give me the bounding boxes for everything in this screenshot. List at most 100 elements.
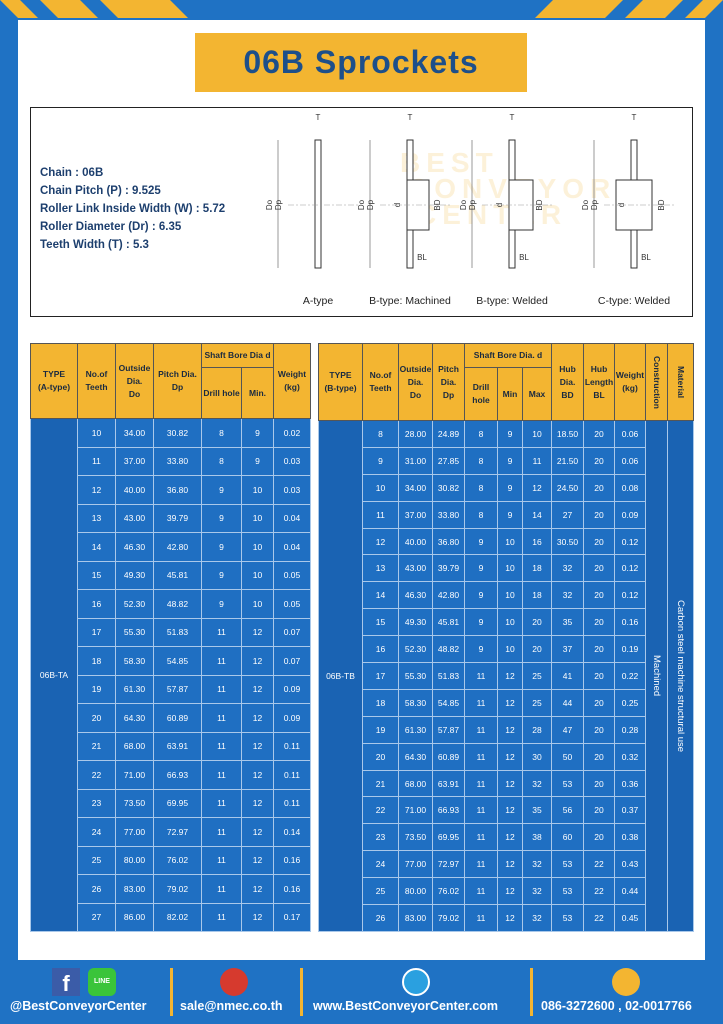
header-line: Length <box>584 376 614 387</box>
table-row: 26 83.00 79.02 11 12 0.16 <box>31 874 311 904</box>
dimension-label: Do <box>265 199 274 210</box>
table-cell: 28.00 <box>398 420 433 448</box>
table-cell: 43.00 <box>115 503 154 533</box>
table-row: 18 58.30 54.85 11 12 0.07 <box>31 646 311 676</box>
table-cell: 14 <box>521 500 553 529</box>
table-cell: 9 <box>497 420 523 448</box>
table-cell: 0.07 <box>273 646 311 676</box>
table-cell: 48.82 <box>432 635 465 664</box>
footer-text: 086-3272600 , 02-0017766 <box>541 999 692 1013</box>
table-b-type: TYPE (B-type) No.of Teeth Outside Dia. Do Pitch… <box>318 343 695 932</box>
header-cell: Min. <box>241 367 274 419</box>
table-cell: 20 <box>583 581 616 610</box>
table-cell: 10 <box>497 608 523 637</box>
header-cell: Outside Dia. Do <box>398 343 433 421</box>
table-cell: 8 <box>362 420 399 448</box>
spec-list: Chain : 06B Chain Pitch (P) : 9.525 Roller… <box>40 164 225 254</box>
table-cell: 72.97 <box>153 817 202 847</box>
table-cell: 20 <box>583 500 616 529</box>
table-cell: 57.87 <box>153 674 202 704</box>
table-cell: 37.00 <box>398 500 433 529</box>
table-cell: 11 <box>464 769 498 798</box>
header-line: Pitch Dia. <box>158 369 197 379</box>
dimension-label: Dp <box>274 199 283 210</box>
table-row: 25 80.00 76.02 11 12 0.16 <box>31 845 311 875</box>
table-cell: 53 <box>551 850 585 879</box>
table-cell: 11 <box>201 788 242 818</box>
table-cell: 20 <box>583 635 616 664</box>
table-cell: 25 <box>77 845 116 875</box>
table-cell: 19 <box>77 674 116 704</box>
table-cell: 71.00 <box>398 796 433 825</box>
top-stripes <box>0 0 723 18</box>
table-cell: 45.81 <box>153 560 202 590</box>
table-cell: 10 <box>241 475 274 505</box>
table-cell: 52.30 <box>115 589 154 619</box>
table-cell: 11 <box>362 500 399 529</box>
footer-text: www.BestConveyorCenter.com <box>313 999 499 1013</box>
header-line: Hub <box>590 363 608 374</box>
header-line: Dia. <box>126 375 143 386</box>
table-cell: 12 <box>241 874 274 904</box>
table-cell: 0.16 <box>273 874 311 904</box>
header-line: BL <box>593 389 605 400</box>
table-cell: 53 <box>551 904 585 932</box>
header-line: Outside <box>118 362 151 373</box>
header-cell: Hub Dia. BD <box>551 343 585 421</box>
dimension-label: BL <box>417 253 427 262</box>
table-cell: 12 <box>362 527 399 556</box>
table-cell: 42.80 <box>153 532 202 562</box>
header-cell: TYPE (A-type) <box>30 343 78 419</box>
table-cell: 13 <box>362 554 399 583</box>
table-cell: 8 <box>464 473 498 502</box>
table-cell: 16 <box>521 527 553 556</box>
table-cell: 10 <box>497 527 523 556</box>
table-cell: 40.00 <box>398 527 433 556</box>
footer-text: sale@nmec.co.th <box>180 999 283 1013</box>
table-cell: 0.17 <box>273 902 311 932</box>
table-cell: 64.30 <box>115 703 154 733</box>
spec-line: Roller Link Inside Width (W) : 5.72 <box>40 203 226 215</box>
table-cell: 72.97 <box>432 850 465 879</box>
table-cell: 12 <box>241 674 274 704</box>
table-cell: 0.36 <box>614 769 647 798</box>
table-row: 17 55.30 51.83 11 12 25 41 20 0.22 <box>319 662 694 690</box>
table-cell: 37 <box>551 635 585 664</box>
material-cell: Carbon steel machine structural use <box>667 420 695 932</box>
table-cell: 11 <box>201 817 242 847</box>
sprocket-plate <box>314 139 322 269</box>
table-cell: 15 <box>77 560 116 590</box>
table-row: 27 86.00 82.02 11 12 0.17 <box>31 902 311 932</box>
table-row: 9 31.00 27.85 8 9 11 21.50 20 0.06 <box>319 446 694 475</box>
table-cell: 34.00 <box>115 418 154 448</box>
dimension-label: d <box>617 203 626 207</box>
table-cell: 39.79 <box>432 554 465 583</box>
table-cell: 8 <box>464 446 498 475</box>
table-cell: 48.82 <box>153 589 202 619</box>
spec-box <box>30 107 693 317</box>
dimension-label: T <box>632 113 637 122</box>
table-row: 21 68.00 63.91 11 12 32 53 20 0.36 <box>319 769 694 798</box>
table-cell: 12 <box>241 617 274 647</box>
table-cell: 32 <box>551 554 585 583</box>
table-cell: 0.32 <box>614 742 647 771</box>
table-cell: 73.50 <box>398 823 433 852</box>
table-cell: 52.30 <box>398 635 433 664</box>
dimension-label: BD <box>433 199 442 210</box>
table-cell: 30.50 <box>551 527 585 556</box>
table-cell: 46.30 <box>115 532 154 562</box>
table-cell: 51.83 <box>432 662 465 690</box>
spec-line: Chain Pitch (P) : 9.525 <box>40 185 161 197</box>
footer: f LINE @BestConveyorCenter sale@nmec.co.… <box>0 962 723 1024</box>
table-cell: 66.93 <box>432 796 465 825</box>
table-cell: 27 <box>77 902 116 932</box>
table-cell: 0.25 <box>614 688 647 717</box>
table-cell: 80.00 <box>398 877 433 906</box>
table-row: 11 37.00 33.80 8 9 14 27 20 0.09 <box>319 500 694 529</box>
table-cell: 45.81 <box>432 608 465 637</box>
table-cell: 20 <box>583 796 616 825</box>
table-cell: 18 <box>362 688 399 717</box>
table-cell: 33.80 <box>153 446 202 476</box>
table-cell: 9 <box>241 446 274 476</box>
table-cell: 9 <box>497 500 523 529</box>
